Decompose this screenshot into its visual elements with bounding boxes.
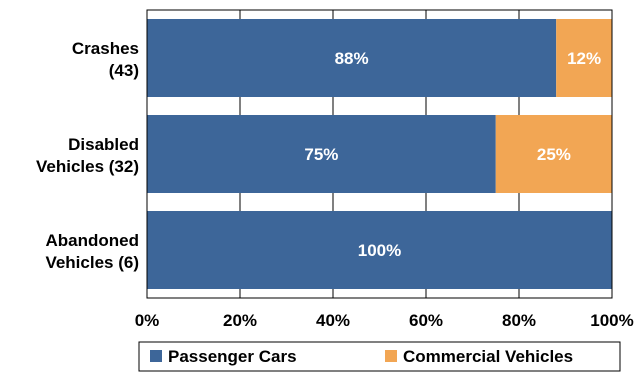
category-label-abandoned: Abandoned Vehicles (6) <box>45 231 139 272</box>
legend-swatch-passenger-cars <box>150 350 162 362</box>
bar-commercial-vehicles-disabled <box>495 115 612 193</box>
bar-label-commercial-vehicles-crashes: 12% <box>567 49 601 68</box>
x-tick-label-100: 100% <box>590 311 633 330</box>
legend-swatch-commercial-vehicles <box>385 350 397 362</box>
x-tick-label-80: 80% <box>502 311 536 330</box>
bar-commercial-vehicles-crashes <box>556 19 612 97</box>
category-label-line: Vehicles (6) <box>45 253 139 272</box>
category-labels: Crashes (43) Disabled Vehicles (32) Abandone… <box>36 39 139 272</box>
category-label-line: Crashes <box>72 39 139 58</box>
category-label-line: Abandoned <box>46 231 140 250</box>
category-label-crashes: Crashes (43) <box>72 39 139 80</box>
bar-label-passenger-cars-abandoned: 100% <box>358 241 401 260</box>
bar-passenger-cars-crashes <box>147 19 557 97</box>
x-tick-label-40: 40% <box>316 311 350 330</box>
legend: Passenger Cars Commercial Vehicles <box>138 341 621 372</box>
bars <box>147 19 612 289</box>
category-label-line: (43) <box>109 61 139 80</box>
category-label-line: Disabled <box>68 135 139 154</box>
category-label-disabled: Disabled Vehicles (32) <box>36 135 139 176</box>
x-tick-label-20: 20% <box>223 311 257 330</box>
legend-label-commercial-vehicles: Commercial Vehicles <box>403 347 573 366</box>
x-tick-label-60: 60% <box>409 311 443 330</box>
x-tick-label-0: 0% <box>135 311 160 330</box>
bar-passenger-cars-abandoned <box>147 211 612 289</box>
legend-box <box>138 341 621 372</box>
plot-frame <box>146 9 613 299</box>
category-label-line: Vehicles (32) <box>36 157 139 176</box>
bar-label-passenger-cars-disabled: 75% <box>304 145 338 164</box>
legend-label-passenger-cars: Passenger Cars <box>168 347 297 366</box>
bar-labels: 88% 12% 75% 25% 100% <box>304 49 601 260</box>
bar-passenger-cars-disabled <box>147 115 496 193</box>
bar-label-passenger-cars-crashes: 88% <box>335 49 369 68</box>
x-tick-labels: 0% 20% 40% 60% 80% 100% <box>135 311 634 330</box>
bar-label-commercial-vehicles-disabled: 25% <box>537 145 571 164</box>
